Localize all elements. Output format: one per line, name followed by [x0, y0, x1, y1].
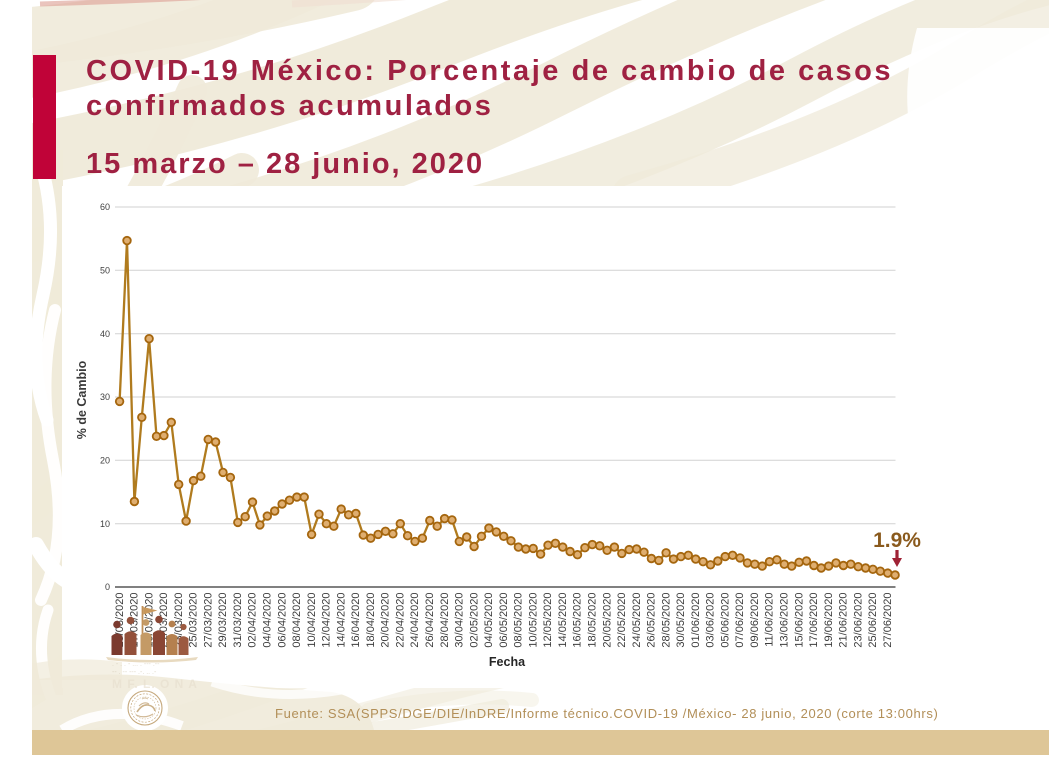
svg-text:31/03/2020: 31/03/2020	[232, 593, 244, 648]
svg-text:24/04/2020: 24/04/2020	[409, 593, 421, 648]
svg-text:22/05/2020: 22/05/2020	[616, 593, 628, 648]
svg-text:-- . -- --- .-. .. .-: -- . -- --- .-. .. .-	[112, 669, 157, 676]
svg-text:30: 30	[100, 392, 110, 402]
svg-text:27/06/2020: 27/06/2020	[882, 593, 894, 648]
svg-text:1.9%: 1.9%	[873, 529, 921, 552]
svg-text:16/05/2020: 16/05/2020	[572, 593, 584, 648]
svg-text:27/03/2020: 27/03/2020	[202, 593, 214, 648]
svg-text:04/05/2020: 04/05/2020	[483, 593, 495, 648]
svg-text:23/06/2020: 23/06/2020	[852, 593, 864, 648]
svg-text:28/05/2020: 28/05/2020	[660, 593, 672, 648]
svg-text:60: 60	[100, 202, 110, 212]
svg-text:14/04/2020: 14/04/2020	[335, 593, 347, 648]
svg-text:0: 0	[105, 582, 110, 592]
svg-text:13/06/2020: 13/06/2020	[779, 593, 791, 648]
svg-text:02/05/2020: 02/05/2020	[468, 593, 480, 648]
svg-text:20/05/2020: 20/05/2020	[601, 593, 613, 648]
svg-text:50: 50	[100, 266, 110, 276]
svg-text:08/05/2020: 08/05/2020	[513, 593, 525, 648]
svg-text:40: 40	[100, 329, 110, 339]
svg-text:25/03/2020: 25/03/2020	[188, 593, 200, 648]
svg-text:10/05/2020: 10/05/2020	[527, 593, 539, 648]
svg-text:07/06/2020: 07/06/2020	[734, 593, 746, 648]
svg-text:17/06/2020: 17/06/2020	[808, 593, 820, 648]
svg-text:09/06/2020: 09/06/2020	[749, 593, 761, 648]
svg-text:26/05/2020: 26/05/2020	[646, 593, 658, 648]
svg-text:18/04/2020: 18/04/2020	[365, 593, 377, 648]
svg-text:10: 10	[100, 519, 110, 529]
svg-text:30/05/2020: 30/05/2020	[675, 593, 687, 648]
svg-text:03/06/2020: 03/06/2020	[705, 593, 717, 648]
svg-text:20/04/2020: 20/04/2020	[380, 593, 392, 648]
svg-text:01/06/2020: 01/06/2020	[690, 593, 702, 648]
svg-text:20: 20	[100, 456, 110, 466]
svg-text:16/04/2020: 16/04/2020	[350, 593, 362, 648]
svg-text:% de Cambio: % de Cambio	[75, 360, 89, 439]
svg-text:02/04/2020: 02/04/2020	[247, 593, 259, 648]
svg-text:25/06/2020: 25/06/2020	[867, 593, 879, 648]
svg-text:28/04/2020: 28/04/2020	[439, 593, 451, 648]
svg-text:Fecha: Fecha	[489, 655, 526, 669]
svg-text:12/05/2020: 12/05/2020	[542, 593, 554, 648]
svg-text:05/06/2020: 05/06/2020	[719, 593, 731, 648]
svg-text:30/04/2020: 30/04/2020	[454, 593, 466, 648]
svg-text:14/05/2020: 14/05/2020	[557, 593, 569, 648]
svg-text:M F. L. O N A: M F. L. O N A	[112, 677, 198, 691]
svg-text:04/04/2020: 04/04/2020	[262, 593, 274, 648]
svg-text:06/04/2020: 06/04/2020	[276, 593, 288, 648]
svg-text:18/05/2020: 18/05/2020	[587, 593, 599, 648]
svg-text:10/04/2020: 10/04/2020	[306, 593, 318, 648]
svg-text:19/06/2020: 19/06/2020	[823, 593, 835, 648]
svg-text:08/04/2020: 08/04/2020	[291, 593, 303, 648]
svg-text:12/04/2020: 12/04/2020	[321, 593, 333, 648]
svg-text:. - . . - ... . --- .--: . - . . - ... . --- .--	[112, 661, 160, 668]
svg-text:06/05/2020: 06/05/2020	[498, 593, 510, 648]
svg-text:15/06/2020: 15/06/2020	[793, 593, 805, 648]
svg-text:22/04/2020: 22/04/2020	[395, 593, 407, 648]
svg-text:29/03/2020: 29/03/2020	[217, 593, 229, 648]
svg-text:24/05/2020: 24/05/2020	[631, 593, 643, 648]
svg-text:21/06/2020: 21/06/2020	[838, 593, 850, 648]
svg-text:11/06/2020: 11/06/2020	[764, 593, 776, 647]
svg-text:26/04/2020: 26/04/2020	[424, 593, 436, 648]
svg-text:23/03/2020: 23/03/2020	[173, 593, 185, 648]
